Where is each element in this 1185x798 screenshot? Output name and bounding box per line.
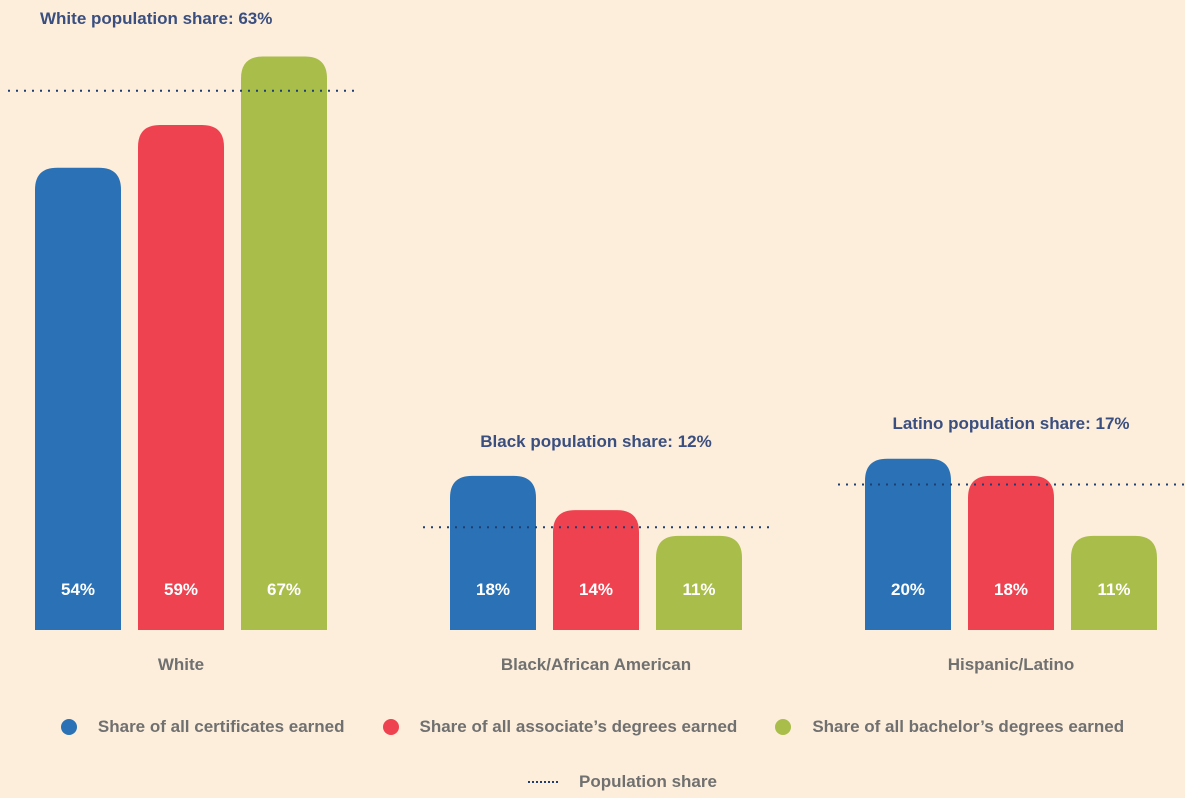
legend-dot-certificates xyxy=(60,719,77,735)
legend-item-bachelors: Share of all bachelor’s degrees earned xyxy=(775,717,1124,737)
bar-label-g2-s0: 20% xyxy=(891,580,925,599)
bar-g2-s2 xyxy=(1071,535,1157,630)
category-label-g2: Hispanic/Latino xyxy=(948,655,1075,674)
legend-item-associates: Share of all associate’s degrees earned xyxy=(382,717,738,737)
dotted-line-icon xyxy=(528,781,559,783)
bar-label-g1-s1: 14% xyxy=(579,580,613,599)
bar-g0-s1 xyxy=(138,124,224,631)
legend-dot-associates xyxy=(382,719,399,735)
bar-label-g0-s0: 54% xyxy=(61,580,95,599)
bar-g0-s0 xyxy=(35,167,121,630)
chart-canvas: 54% 59% 67% White population share: 63% Whit… xyxy=(8,9,1185,674)
category-label-g0: White xyxy=(158,655,204,674)
bar-g1-s1 xyxy=(553,510,639,630)
bar-g2-s0 xyxy=(865,458,951,630)
bar-g1-s0 xyxy=(450,475,536,630)
group-title-g1: Black population share: 12% xyxy=(480,432,711,451)
legend-label-bachelors: Share of all bachelor’s degrees earned xyxy=(812,717,1125,736)
legend-label-population: Population share xyxy=(579,772,717,791)
bar-label-g2-s1: 18% xyxy=(994,580,1028,599)
legend-dot-bachelors xyxy=(775,719,792,735)
bar-label-g2-s2: 11% xyxy=(1097,580,1130,599)
legend-label-certificates: Share of all certificates earned xyxy=(97,717,345,736)
category-label-g1: Black/African American xyxy=(501,655,691,674)
bar-g0-s2 xyxy=(241,56,327,631)
bar-g1-s2 xyxy=(656,535,742,630)
bar-g2-s1 xyxy=(968,475,1054,630)
bar-label-g1-s2: 11% xyxy=(682,580,715,599)
legend-label-associates: Share of all associate’s degrees earned xyxy=(419,717,738,736)
bar-label-g0-s1: 59% xyxy=(164,580,198,599)
legend: Share of all certificates earned Share o… xyxy=(0,717,1185,737)
group-title-g2: Latino population share: 17% xyxy=(892,414,1129,433)
legend-item-certificates: Share of all certificates earned xyxy=(60,717,345,737)
bar-label-g1-s0: 18% xyxy=(476,580,510,599)
legend-item-population: Population share xyxy=(0,772,1185,792)
bar-label-g0-s2: 67% xyxy=(267,580,301,599)
group-title-g0: White population share: 63% xyxy=(40,9,272,28)
